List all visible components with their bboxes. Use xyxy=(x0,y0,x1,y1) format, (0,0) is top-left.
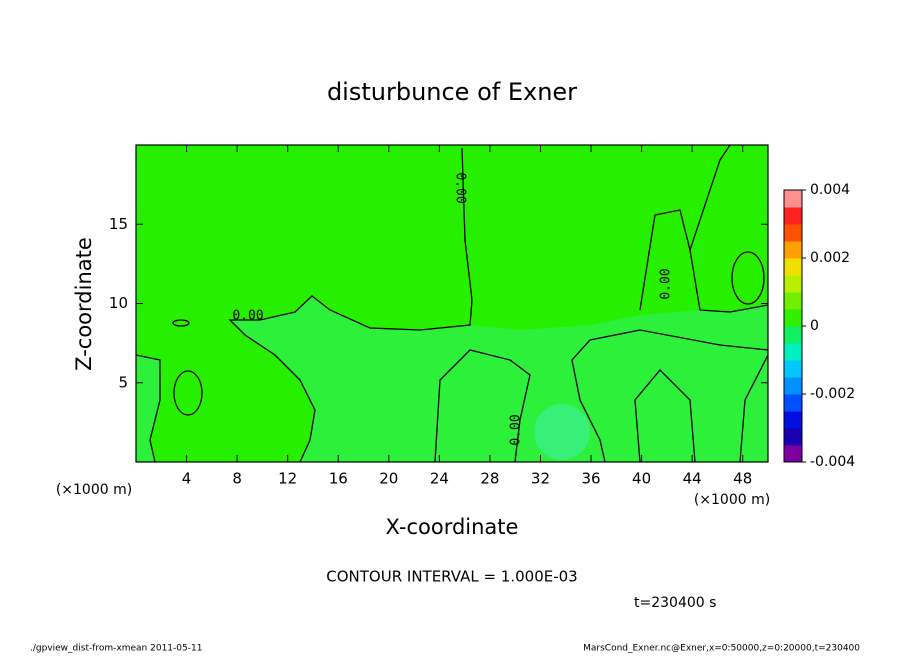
colorbar-band xyxy=(784,428,802,446)
y-tick-label: 5 xyxy=(118,373,128,391)
colorbar-band xyxy=(784,224,802,242)
x-tick-label: 44 xyxy=(683,470,702,488)
colorbar-tick-label: 0 xyxy=(810,318,819,334)
colorbar-band xyxy=(784,241,802,259)
colorbar-tick-label: 0.004 xyxy=(810,182,850,198)
contour-lines xyxy=(135,144,769,463)
footer-left: ./gpview_dist-from-xmean 2011-05-11 xyxy=(30,644,202,654)
colorbar-band xyxy=(784,275,802,293)
contour-line xyxy=(434,349,531,463)
x-tick-label: 40 xyxy=(632,470,651,488)
field-region xyxy=(534,404,590,460)
colorbar-tick-label: -0.002 xyxy=(810,386,855,402)
x-unit-label: (×1000 m) xyxy=(694,492,770,508)
contour-line xyxy=(172,319,190,327)
y-tick-label: 15 xyxy=(109,215,128,233)
contour-line xyxy=(135,354,161,463)
colorbar-band xyxy=(784,377,802,395)
x-axis-label: X-coordinate xyxy=(386,515,519,539)
field-region xyxy=(136,296,768,462)
contour-line xyxy=(228,147,473,463)
x-tick-label: 36 xyxy=(581,470,600,488)
x-tick-label: 20 xyxy=(379,470,398,488)
y-axis-label: Z-coordinate xyxy=(72,237,96,371)
time-label: t=230400 s xyxy=(634,595,716,611)
colorbar-band xyxy=(784,445,802,463)
x-tick-label: 12 xyxy=(278,470,297,488)
colorbar-band xyxy=(784,309,802,327)
contour-label: 0.00 xyxy=(659,268,674,299)
x-unit-label: (×1000 m) xyxy=(56,482,132,498)
contour-field xyxy=(136,145,768,462)
x-tick-label: 32 xyxy=(531,470,550,488)
contour-line xyxy=(739,354,769,463)
colorbar-band xyxy=(784,411,802,429)
colorbar-band xyxy=(784,258,802,276)
x-tick-label: 16 xyxy=(329,470,348,488)
x-tick-label: 4 xyxy=(182,470,192,488)
x-tick-label: 28 xyxy=(480,470,499,488)
contour-interval: CONTOUR INTERVAL = 1.000E-03 xyxy=(326,568,577,586)
contour-label: 0.00 xyxy=(509,414,524,445)
contour-line xyxy=(571,329,769,463)
x-tick-label: 24 xyxy=(430,470,449,488)
contour-line xyxy=(731,251,765,305)
footer-right: MarsCond_Exner.nc@Exner,x=0:50000,z=0:20… xyxy=(583,644,860,654)
colorbar-band xyxy=(784,207,802,225)
chart-title: disturbunce of Exner xyxy=(327,78,577,106)
colorbar-band xyxy=(784,190,802,208)
colorbar-band xyxy=(784,360,802,378)
colorbar-band xyxy=(784,343,802,361)
x-tick-label: 48 xyxy=(733,470,752,488)
colorbar-tick-label: 0.002 xyxy=(810,250,850,266)
colorbar-tick-label: -0.004 xyxy=(810,454,855,470)
contour-label: 0.00 xyxy=(453,172,468,203)
colorbar-band xyxy=(784,394,802,412)
contour-line xyxy=(689,144,769,313)
contour-label: 0.00 xyxy=(232,309,263,324)
contour-line xyxy=(173,370,203,416)
colorbar-band xyxy=(784,292,802,310)
contour-line xyxy=(639,209,691,311)
colorbar-band xyxy=(784,326,802,344)
contour-line xyxy=(634,369,696,463)
y-tick-label: 10 xyxy=(109,294,128,312)
x-tick-label: 8 xyxy=(232,470,242,488)
